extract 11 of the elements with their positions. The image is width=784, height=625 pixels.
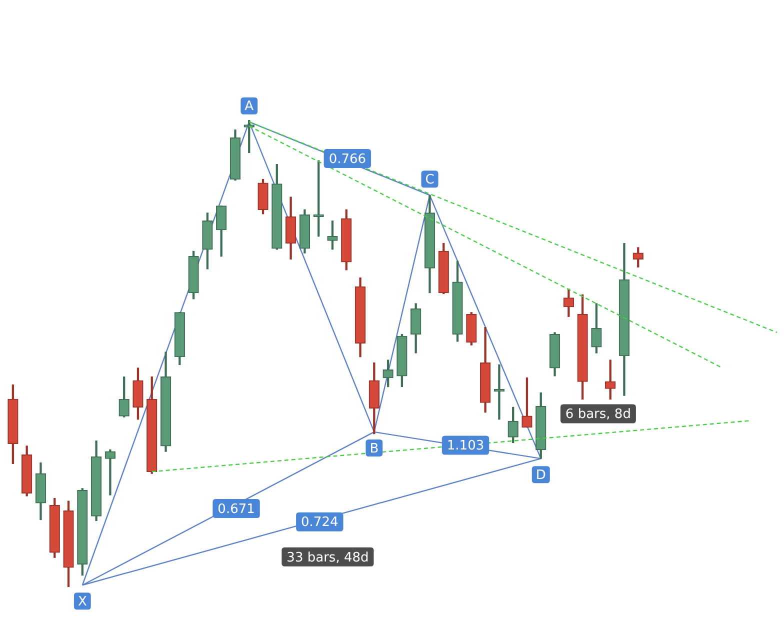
annotation: 0.766 [328, 152, 366, 167]
annotation: 6 bars, 8d [565, 407, 631, 422]
annotation: B [370, 441, 379, 456]
annotation: 0.724 [301, 515, 338, 530]
annotation: 33 bars, 48d [286, 550, 369, 566]
annotation: 1.103 [446, 438, 484, 454]
annotation: D [536, 468, 546, 483]
text: A [244, 99, 254, 114]
text: X [78, 594, 87, 610]
annotation: 0.671 [218, 502, 255, 517]
annotation: C [425, 172, 434, 188]
